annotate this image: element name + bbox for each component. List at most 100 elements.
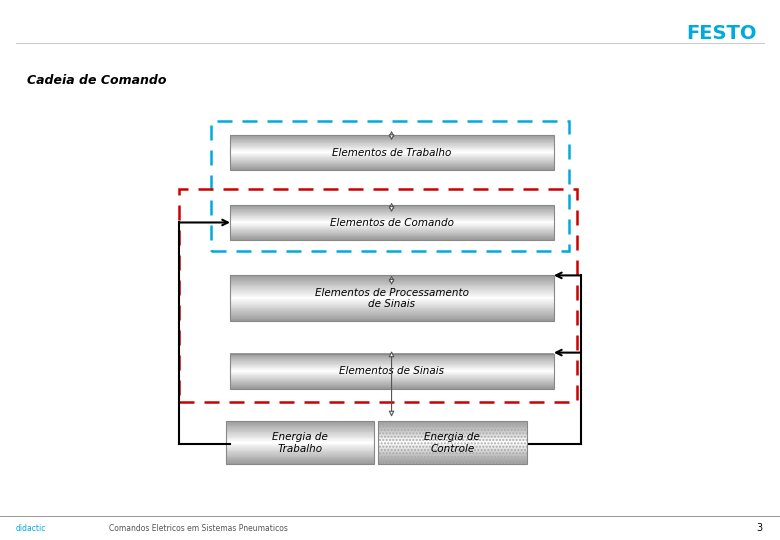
Bar bbox=[230, 236, 554, 237]
Bar bbox=[230, 306, 554, 307]
Bar bbox=[378, 449, 526, 450]
Bar bbox=[230, 239, 554, 240]
Bar bbox=[378, 421, 526, 422]
Bar bbox=[230, 146, 554, 147]
Bar bbox=[230, 141, 554, 142]
Bar bbox=[230, 159, 554, 160]
Bar bbox=[230, 234, 554, 235]
Bar bbox=[230, 221, 554, 222]
Bar bbox=[230, 364, 554, 365]
Text: Comandos Eletricos em Sistemas Pneumaticos: Comandos Eletricos em Sistemas Pneumatic… bbox=[109, 524, 288, 532]
Bar bbox=[230, 140, 554, 141]
Bar bbox=[226, 453, 374, 454]
Bar bbox=[230, 148, 554, 150]
Bar bbox=[226, 422, 374, 423]
Bar bbox=[230, 156, 554, 157]
Bar bbox=[226, 436, 374, 437]
Bar bbox=[230, 376, 554, 377]
Bar bbox=[230, 206, 554, 207]
Bar bbox=[230, 359, 554, 360]
Bar bbox=[230, 282, 554, 284]
Bar bbox=[230, 230, 554, 231]
Bar bbox=[230, 220, 554, 221]
Bar bbox=[230, 294, 554, 295]
Bar bbox=[230, 368, 554, 369]
Bar bbox=[230, 308, 554, 309]
Bar bbox=[230, 386, 554, 387]
Bar bbox=[230, 384, 554, 386]
Bar bbox=[230, 379, 554, 380]
Bar bbox=[230, 369, 554, 370]
Bar bbox=[230, 208, 554, 210]
Bar bbox=[378, 455, 526, 457]
Bar bbox=[230, 354, 554, 355]
Bar bbox=[230, 310, 554, 311]
Bar bbox=[378, 431, 526, 433]
Bar bbox=[230, 148, 554, 149]
Bar bbox=[226, 421, 374, 464]
Bar bbox=[230, 320, 554, 321]
Bar bbox=[230, 281, 554, 283]
Bar bbox=[230, 383, 554, 384]
Bar bbox=[230, 373, 554, 374]
Bar bbox=[230, 302, 554, 303]
Bar bbox=[230, 303, 554, 305]
Bar bbox=[230, 366, 554, 367]
Bar bbox=[230, 275, 554, 276]
Bar bbox=[226, 454, 374, 455]
Bar bbox=[230, 293, 554, 294]
Bar bbox=[230, 369, 554, 370]
Bar bbox=[226, 443, 374, 444]
Bar bbox=[230, 285, 554, 286]
Bar bbox=[230, 363, 554, 364]
Bar bbox=[230, 145, 554, 146]
Bar bbox=[378, 462, 526, 463]
Bar bbox=[230, 162, 554, 163]
Bar bbox=[230, 238, 554, 239]
Bar bbox=[230, 139, 554, 140]
Bar bbox=[226, 456, 374, 457]
Bar bbox=[226, 426, 374, 427]
Bar bbox=[378, 437, 526, 438]
Bar bbox=[230, 296, 554, 298]
Bar bbox=[230, 227, 554, 228]
Bar bbox=[230, 291, 554, 292]
Bar bbox=[230, 383, 554, 384]
Bar bbox=[230, 232, 554, 233]
Bar bbox=[230, 301, 554, 302]
Bar bbox=[230, 381, 554, 382]
Bar bbox=[230, 312, 554, 313]
Bar bbox=[226, 421, 374, 422]
Bar bbox=[230, 220, 554, 221]
Bar bbox=[226, 455, 374, 456]
Bar bbox=[230, 284, 554, 285]
Bar bbox=[230, 288, 554, 289]
Bar bbox=[230, 372, 554, 373]
Bar bbox=[230, 376, 554, 377]
Bar bbox=[378, 433, 526, 434]
Bar bbox=[226, 433, 374, 434]
Bar bbox=[230, 136, 554, 137]
Bar bbox=[230, 297, 554, 298]
Bar bbox=[230, 300, 554, 301]
Bar bbox=[230, 211, 554, 212]
Bar bbox=[211, 122, 569, 251]
Bar bbox=[230, 234, 554, 235]
Bar bbox=[378, 446, 526, 447]
Bar bbox=[230, 135, 554, 170]
Bar bbox=[378, 435, 526, 436]
Bar bbox=[378, 436, 526, 437]
Bar bbox=[230, 231, 554, 232]
Bar bbox=[226, 432, 374, 433]
Bar bbox=[226, 447, 374, 448]
Bar bbox=[226, 423, 374, 424]
Bar bbox=[230, 163, 554, 164]
Bar bbox=[230, 138, 554, 139]
Bar bbox=[378, 429, 526, 430]
Bar bbox=[226, 445, 374, 446]
Bar bbox=[230, 166, 554, 167]
Bar bbox=[230, 211, 554, 212]
Bar bbox=[226, 427, 374, 428]
Bar bbox=[230, 307, 554, 308]
Bar bbox=[226, 463, 374, 464]
